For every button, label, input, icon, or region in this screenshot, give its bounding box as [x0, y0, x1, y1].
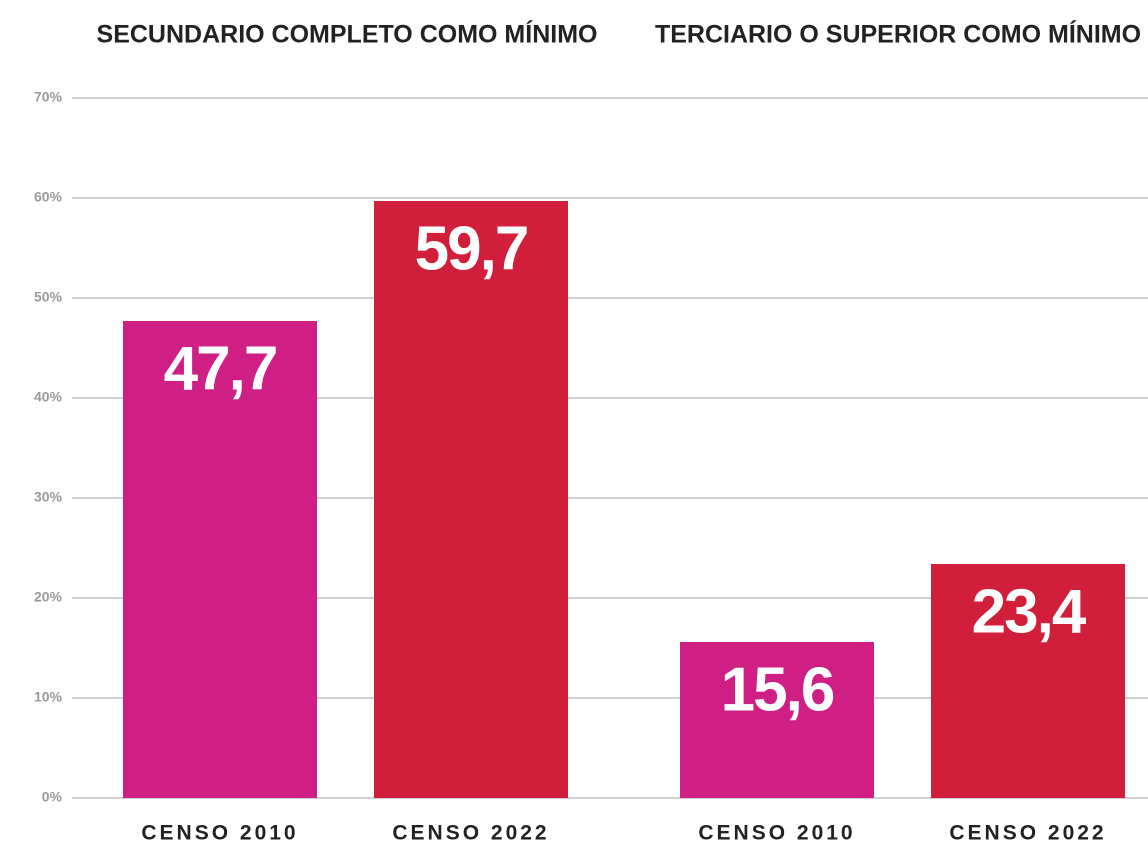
- x-tick-label: CENSO 2022: [392, 822, 549, 845]
- x-tick-label: CENSO 2010: [141, 822, 298, 845]
- y-tick-label: 30%: [34, 489, 63, 505]
- value-label: 15,6: [721, 655, 834, 724]
- y-tick-label: 40%: [34, 389, 63, 405]
- x-tick-label: CENSO 2022: [949, 822, 1106, 845]
- value-label: 47,7: [164, 334, 277, 403]
- panel-title: TERCIARIO O SUPERIOR COMO MÍNIMO: [655, 20, 1141, 49]
- y-tick-label: 50%: [34, 289, 63, 305]
- panel-title: SECUNDARIO COMPLETO COMO MÍNIMO: [97, 20, 598, 49]
- bar: [123, 321, 317, 798]
- y-tick-label: 10%: [34, 689, 63, 705]
- x-tick-label: CENSO 2010: [698, 822, 855, 845]
- bar: [680, 642, 874, 798]
- value-label: 23,4: [972, 577, 1087, 646]
- y-tick-label: 60%: [34, 189, 63, 205]
- value-label: 59,7: [415, 214, 528, 283]
- y-tick-label: 70%: [34, 89, 63, 105]
- y-tick-label: 20%: [34, 589, 63, 605]
- y-tick-label: 0%: [42, 789, 63, 805]
- bar: [374, 201, 568, 798]
- bar: [931, 564, 1125, 798]
